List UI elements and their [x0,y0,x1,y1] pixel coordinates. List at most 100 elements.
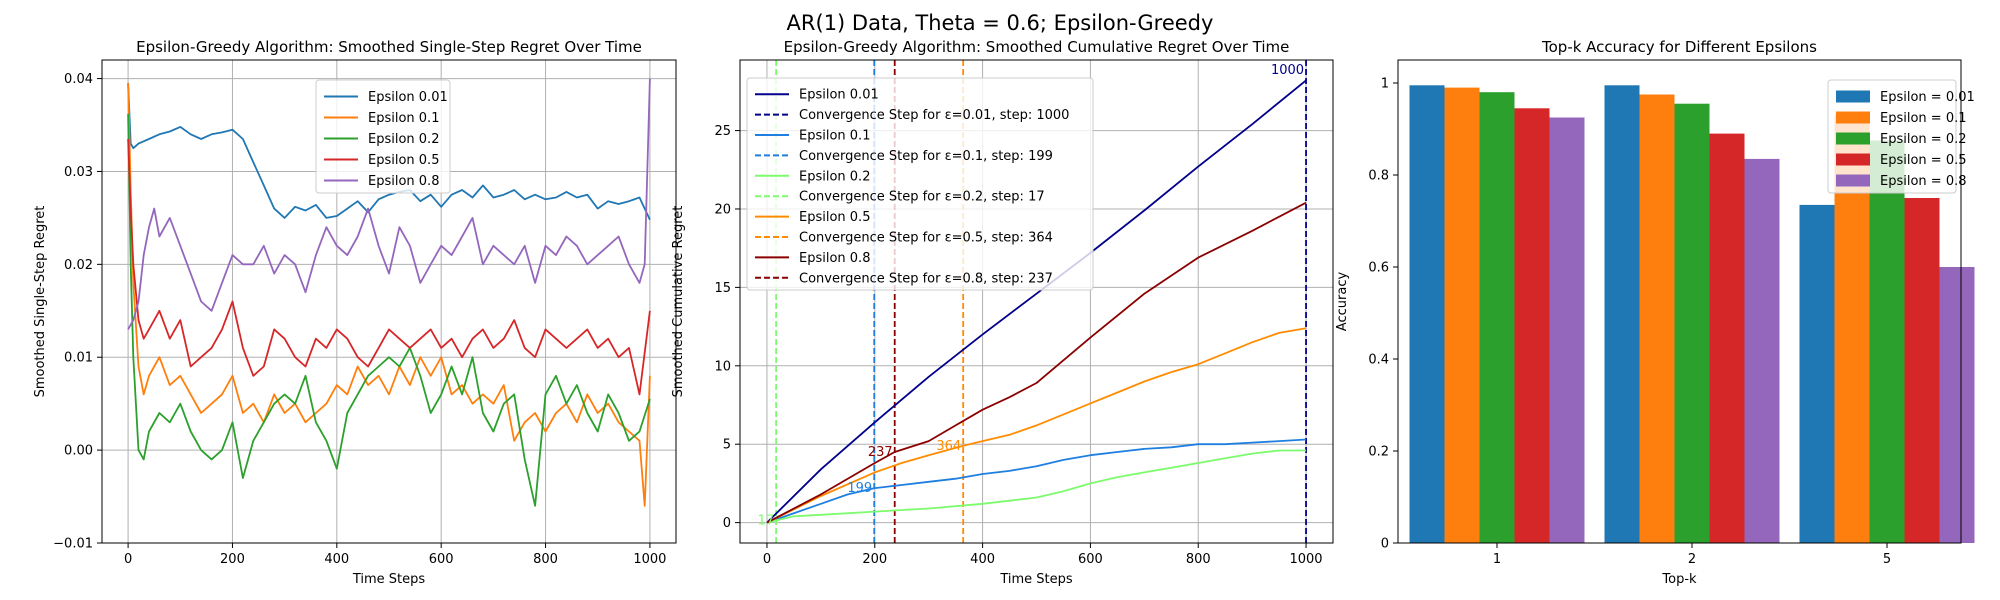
bar [1674,103,1710,543]
legend-label: Convergence Step for ε=0.1, step: 199 [799,149,1053,164]
bar [1444,87,1480,543]
y-axis-label: Accuracy [1335,272,1350,332]
series-line [127,113,651,507]
series-line [766,438,1307,524]
bar [1639,94,1675,543]
series-line [127,138,651,396]
y-tick-label: 0.02 [64,258,93,273]
axes-title: Epsilon-Greedy Algorithm: Smoothed Cumul… [784,38,1290,56]
legend-label: Convergence Step for ε=0.5, step: 364 [799,231,1053,246]
y-tick-label: 0.2 [1368,445,1389,460]
x-tick-label: 1000 [633,552,666,567]
y-tick-label: 0.01 [64,351,93,366]
bar [1479,92,1515,543]
legend-box [315,79,451,194]
legend-label: Epsilon = 0.8 [1880,174,1967,189]
x-axis-label: Time Steps [352,572,426,587]
convergence-annotation: 237 [868,445,893,460]
legend-label: Convergence Step for ε=0.01, step: 1000 [799,108,1069,123]
bar [1869,140,1905,543]
topk-accuracy-panel: 0 0.2 0.4 0.6 0.8 1 1 2 5 Top-k Accuracy for Diff… [1335,38,1975,587]
x-tick-label: 800 [533,552,558,567]
series-line [766,327,1307,524]
x-tick-label: 600 [429,552,454,567]
y-tick-label: 20 [714,202,731,217]
y-tick-label: 0.00 [64,444,93,459]
bar [1514,108,1550,544]
series-line [766,201,1307,524]
legend-label: Epsilon 0.01 [368,90,448,105]
x-tick-label: 200 [220,552,245,567]
x-tick-label: 400 [324,552,349,567]
x-tick-label: 0 [763,552,771,567]
bar [1904,198,1940,543]
y-tick-label: 25 [714,124,731,139]
x-tick-label: 800 [1186,552,1211,567]
axes-title: Epsilon-Greedy Algorithm: Smoothed Singl… [136,38,642,56]
series-line [127,83,651,221]
legend-label: Epsilon 0.5 [368,153,439,168]
legend-label: Epsilon 0.1 [799,129,870,144]
x-tick-label: 600 [1078,552,1103,567]
bar [1409,85,1445,544]
bar [1799,204,1835,543]
y-tick-label: 5 [723,438,731,453]
legend-box [746,77,1094,291]
bar [1604,85,1640,544]
bar [1939,267,1975,543]
y-axis-label: Smoothed Cumulative Regret [671,206,686,398]
legend-label: Epsilon = 0.1 [1880,111,1967,126]
series-line [766,449,1306,524]
legend-label: Epsilon = 0.2 [1880,132,1967,147]
series-line [766,79,1307,524]
bar [1709,133,1745,543]
y-tick-label: 0.03 [64,165,93,180]
convergence-annotation: 17 [758,513,775,528]
y-tick-label: −0.01 [53,537,93,552]
figure-suptitle: AR(1) Data, Theta = 0.6; Epsilon-Greedy [787,11,1214,35]
x-tick-label: 400 [970,552,995,567]
bar [1744,158,1780,543]
y-axis-label: Smoothed Single-Step Regret [33,206,48,398]
x-axis-label: Top-k [1661,572,1697,587]
regret-single-step-panel: 0 200 400 600 800 1000 −0.01 0.00 0.01 0.02 0.03 0.… [33,38,677,587]
x-tick-label: 1 [1493,552,1501,567]
convergence-annotation: 1000 [1271,63,1304,78]
x-tick-label: 0 [124,552,132,567]
y-tick-label: 0.8 [1368,169,1389,184]
axes-frame [739,59,1334,544]
legend-label: Epsilon 0.1 [368,111,439,126]
axes-frame [1397,59,1962,544]
legend-label: Epsilon 0.8 [368,174,439,189]
x-tick-label: 200 [862,552,887,567]
y-tick-label: 15 [714,281,731,296]
legend-label: Epsilon 0.01 [799,88,879,103]
y-tick-label: 0 [1381,537,1389,552]
bar [1549,117,1585,543]
y-tick-label: 0.4 [1368,353,1389,368]
legend-label: Epsilon 0.2 [368,132,439,147]
y-tick-label: 1 [1381,77,1389,92]
legend-swatch [1836,111,1870,124]
y-tick-label: 10 [714,359,731,374]
x-tick-label: 2 [1688,552,1696,567]
legend-label: Epsilon 0.8 [799,251,870,266]
legend-label: Epsilon = 0.01 [1880,90,1975,105]
legend-swatch [1836,153,1870,166]
x-tick-label: 1000 [1289,552,1322,567]
axes-title: Top-k Accuracy for Different Epsilons [1541,38,1817,56]
legend-label: Epsilon 0.2 [799,169,870,184]
y-tick-label: 0.6 [1368,261,1389,276]
x-axis-label: Time Steps [999,572,1073,587]
x-tick-label: 5 [1883,552,1891,567]
series-line [127,78,651,330]
regret-cumulative-panel: 0 200 400 600 800 1000 0 5 10 15 20 25 1000 199 17 364 2… [671,38,1334,587]
convergence-annotation: 364 [936,439,961,454]
legend-swatch [1836,132,1870,145]
legend-label: Convergence Step for ε=0.8, step: 237 [799,271,1053,286]
y-tick-label: 0.04 [64,72,93,87]
axes-frame [101,59,677,544]
legend-label: Epsilon 0.5 [799,210,870,225]
legend-label: Convergence Step for ε=0.2, step: 17 [799,190,1045,205]
